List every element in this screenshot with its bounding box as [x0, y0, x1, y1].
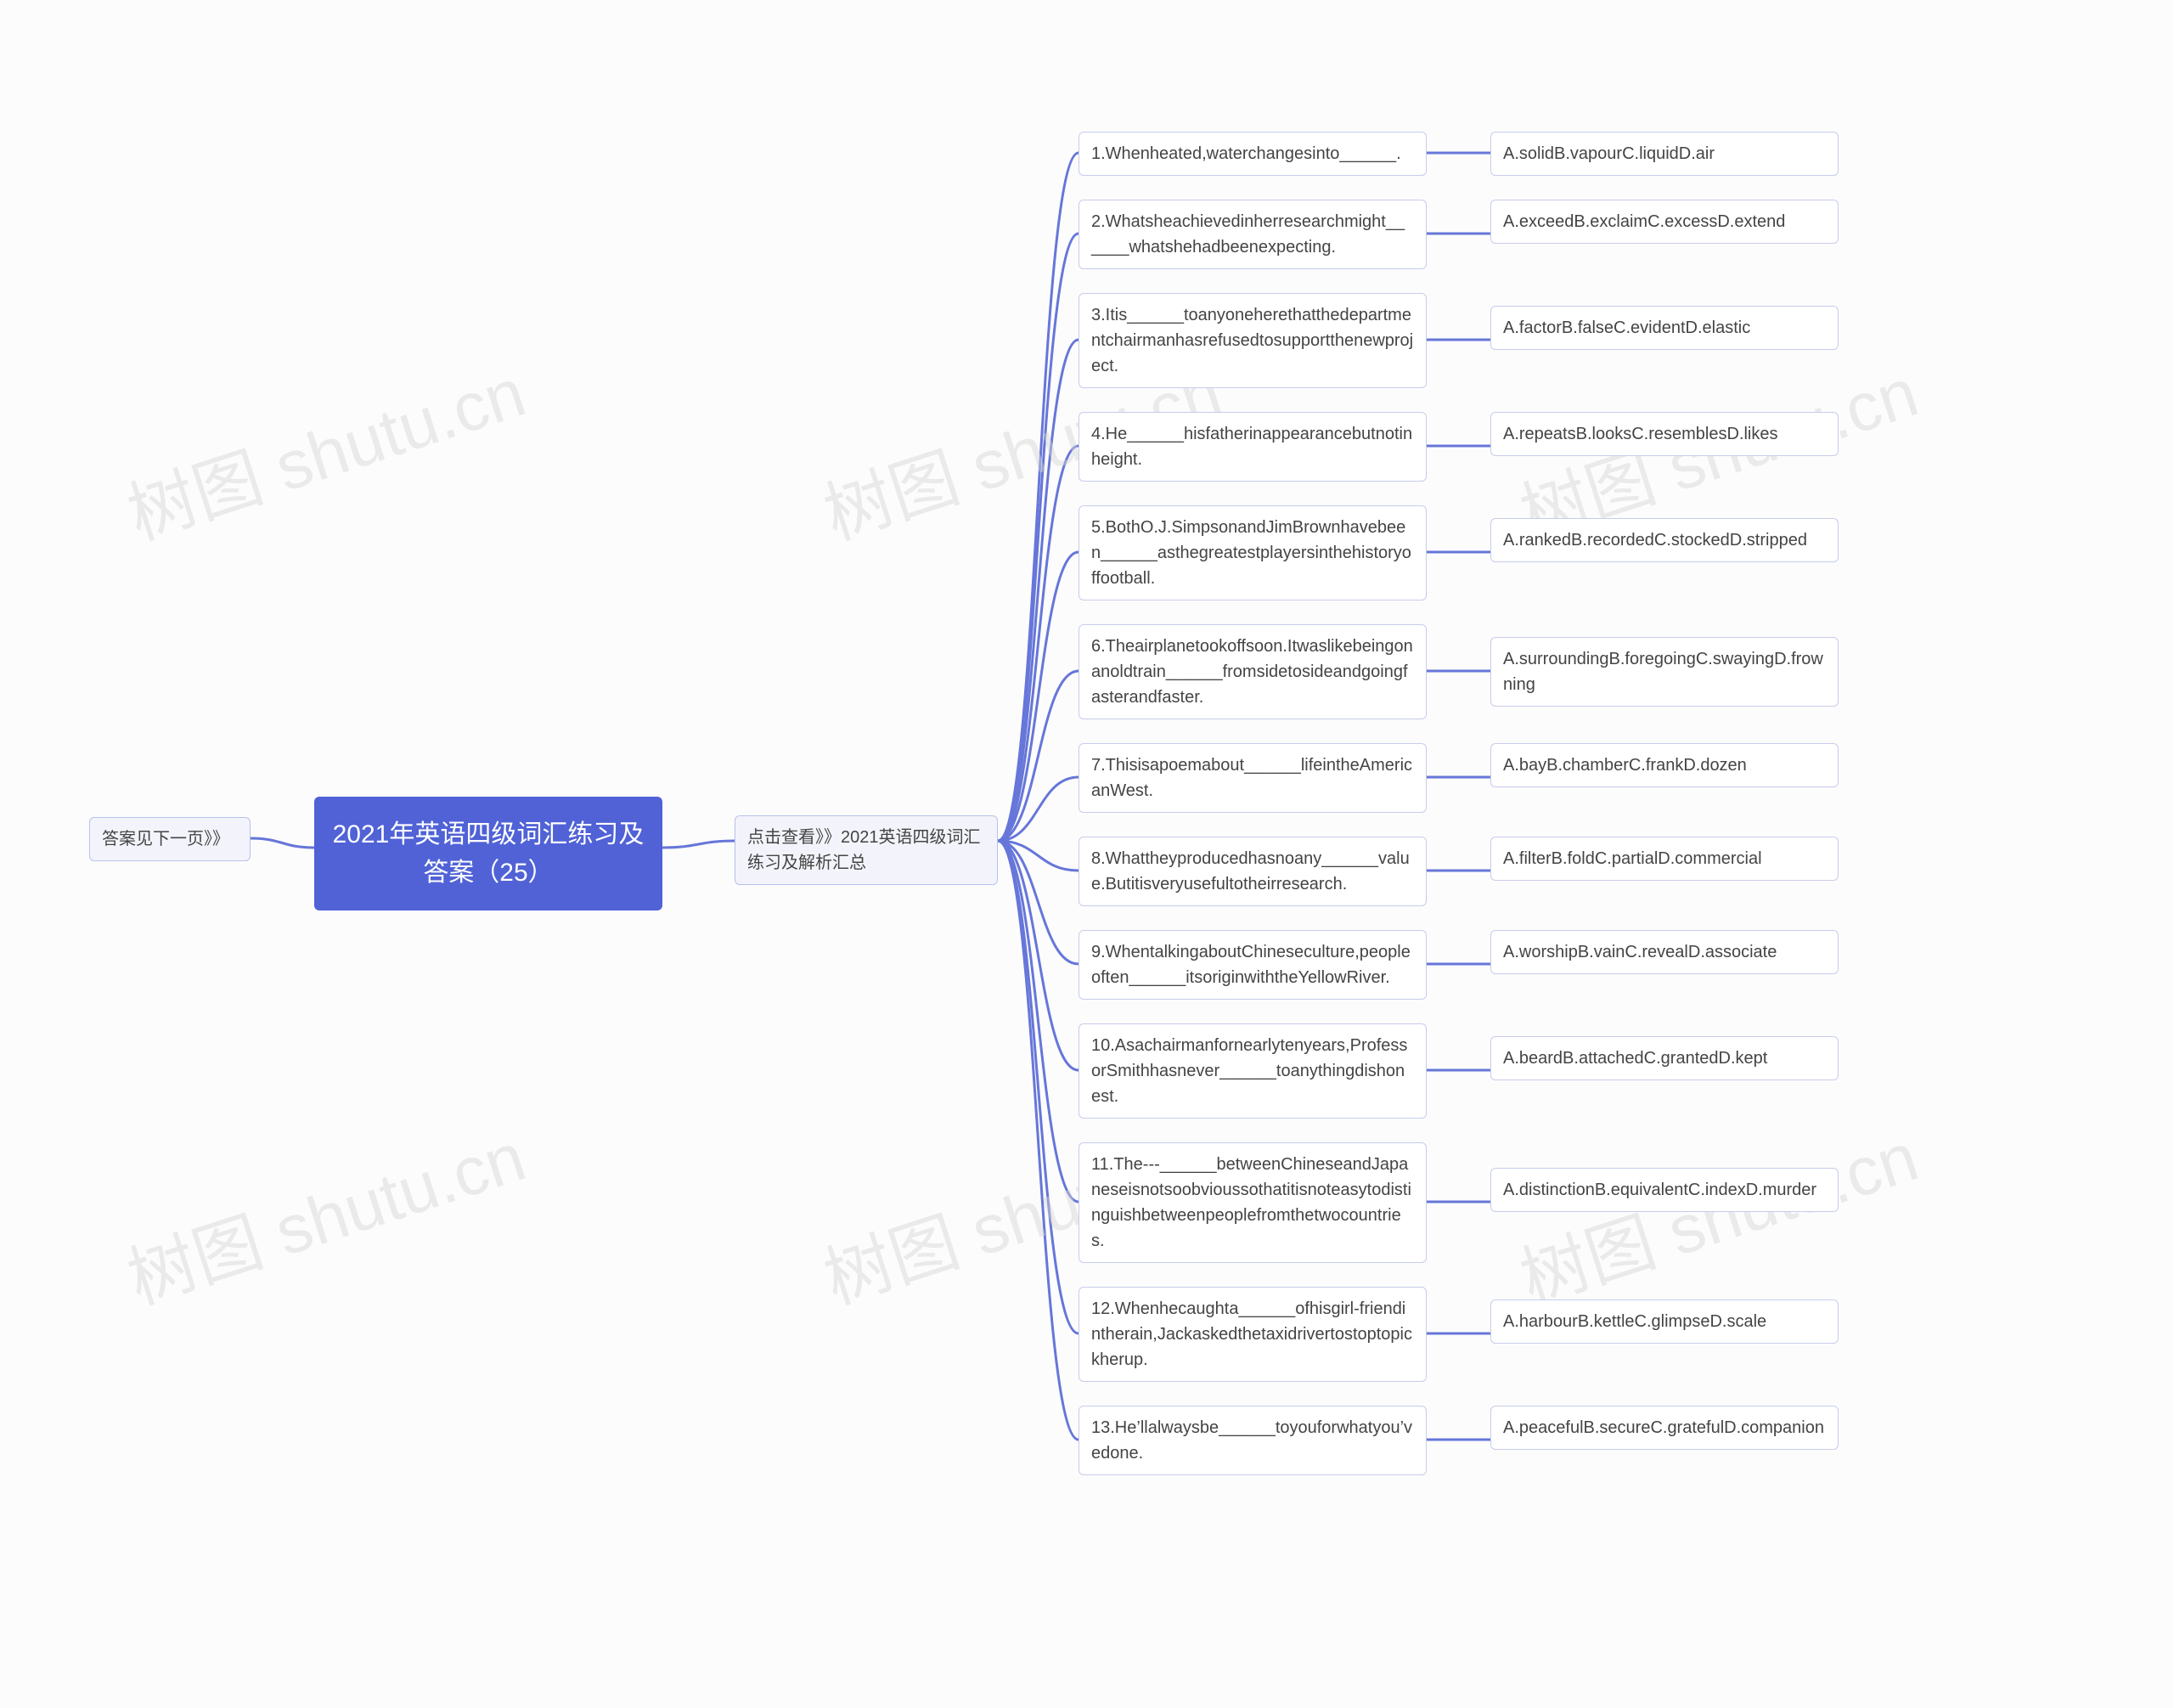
- question-text: 6.Theairplanetookoffsoon.Itwaslikebeingo…: [1091, 637, 1413, 707]
- question-node: 3.Itis______toanyoneherethatthedepartmen…: [1079, 293, 1427, 388]
- answer-text: A.rankedB.recordedC.stockedD.stripped: [1503, 531, 1807, 550]
- answer-node: A.worshipB.vainC.revealD.associate: [1490, 930, 1839, 974]
- watermark-text: 树图 shutu.cn: [1507, 1102, 1929, 1323]
- question-text: 7.Thisisapoemabout______lifeintheAmerica…: [1091, 756, 1412, 800]
- question-node: 8.Whattheyproducedhasnoany______value.Bu…: [1079, 837, 1427, 906]
- answer-node: A.bayB.chamberC.frankD.dozen: [1490, 743, 1839, 787]
- root-node: 2021年英语四级词汇练习及答案（25）: [314, 797, 662, 910]
- answer-text: A.distinctionB.equivalentC.indexD.murder: [1503, 1181, 1816, 1199]
- question-text: 3.Itis______toanyoneherethatthedepartmen…: [1091, 306, 1413, 375]
- question-text: 8.Whattheyproducedhasnoany______value.Bu…: [1091, 849, 1410, 893]
- answer-text: A.peacefulB.secureC.gratefulD.companion: [1503, 1418, 1824, 1437]
- answer-text: A.worshipB.vainC.revealD.associate: [1503, 943, 1777, 961]
- left-leaf-node: 答案见下一页》》: [89, 817, 251, 861]
- answer-text: A.beardB.attachedC.grantedD.kept: [1503, 1049, 1767, 1068]
- question-node: 2.Whatsheachievedinherresearchmight_____…: [1079, 200, 1427, 269]
- answer-text: A.factorB.falseC.evidentD.elastic: [1503, 318, 1750, 337]
- question-text: 2.Whatsheachievedinherresearchmight_____…: [1091, 212, 1405, 256]
- watermark-text: 树图 shutu.cn: [114, 1102, 536, 1323]
- question-text: 9.WhentalkingaboutChineseculture,peopleo…: [1091, 943, 1411, 987]
- answer-node: A.exceedB.exclaimC.excessD.extend: [1490, 200, 1839, 244]
- answer-node: A.harbourB.kettleC.glimpseD.scale: [1490, 1299, 1839, 1344]
- question-text: 11.The---______betweenChineseandJapanese…: [1091, 1155, 1411, 1250]
- sub-node: 点击查看》》2021英语四级词汇练习及解析汇总: [735, 815, 998, 885]
- question-node: 11.The---______betweenChineseandJapanese…: [1079, 1142, 1427, 1263]
- sub-node-label: 点击查看》》2021英语四级词汇练习及解析汇总: [747, 828, 981, 872]
- answer-text: A.repeatsB.looksC.resemblesD.likes: [1503, 425, 1777, 443]
- left-leaf-label: 答案见下一页》》: [102, 830, 229, 848]
- answer-node: A.distinctionB.equivalentC.indexD.murder: [1490, 1168, 1839, 1212]
- answer-text: A.solidB.vapourC.liquidD.air: [1503, 144, 1715, 163]
- question-node: 9.WhentalkingaboutChineseculture,peopleo…: [1079, 930, 1427, 1000]
- question-node: 7.Thisisapoemabout______lifeintheAmerica…: [1079, 743, 1427, 813]
- watermark-text: 树图 shutu.cn: [114, 338, 536, 559]
- answer-node: A.peacefulB.secureC.gratefulD.companion: [1490, 1406, 1839, 1450]
- answer-text: A.bayB.chamberC.frankD.dozen: [1503, 756, 1747, 775]
- question-node: 4.He______hisfatherinappearancebutnotinh…: [1079, 412, 1427, 482]
- answer-node: A.repeatsB.looksC.resemblesD.likes: [1490, 412, 1839, 456]
- question-text: 13.He’llalwaysbe______toyouforwhatyou’ve…: [1091, 1418, 1412, 1463]
- answer-text: A.exceedB.exclaimC.excessD.extend: [1503, 212, 1785, 231]
- question-node: 5.BothO.J.SimpsonandJimBrownhavebeen____…: [1079, 505, 1427, 600]
- question-node: 13.He’llalwaysbe______toyouforwhatyou’ve…: [1079, 1406, 1427, 1475]
- question-node: 10.Asachairmanfornearlytenyears,Professo…: [1079, 1023, 1427, 1119]
- question-node: 6.Theairplanetookoffsoon.Itwaslikebeingo…: [1079, 624, 1427, 719]
- answer-text: A.surroundingB.foregoingC.swayingD.frown…: [1503, 650, 1823, 694]
- question-node: 12.Whenhecaughta______ofhisgirl-friendin…: [1079, 1287, 1427, 1382]
- question-text: 5.BothO.J.SimpsonandJimBrownhavebeen____…: [1091, 518, 1411, 588]
- answer-node: A.filterB.foldC.partialD.commercial: [1490, 837, 1839, 881]
- answer-text: A.harbourB.kettleC.glimpseD.scale: [1503, 1312, 1766, 1331]
- question-text: 12.Whenhecaughta______ofhisgirl-friendin…: [1091, 1299, 1412, 1369]
- answer-node: A.surroundingB.foregoingC.swayingD.frown…: [1490, 637, 1839, 707]
- answer-node: A.beardB.attachedC.grantedD.kept: [1490, 1036, 1839, 1080]
- question-text: 1.Whenheated,waterchangesinto______.: [1091, 144, 1401, 163]
- answer-node: A.factorB.falseC.evidentD.elastic: [1490, 306, 1839, 350]
- question-text: 4.He______hisfatherinappearancebutnotinh…: [1091, 425, 1412, 469]
- answer-node: A.rankedB.recordedC.stockedD.stripped: [1490, 518, 1839, 562]
- root-title: 2021年英语四级词汇练习及答案（25）: [333, 820, 645, 887]
- question-text: 10.Asachairmanfornearlytenyears,Professo…: [1091, 1036, 1407, 1106]
- question-node: 1.Whenheated,waterchangesinto______.: [1079, 132, 1427, 176]
- answer-node: A.solidB.vapourC.liquidD.air: [1490, 132, 1839, 176]
- answer-text: A.filterB.foldC.partialD.commercial: [1503, 849, 1762, 868]
